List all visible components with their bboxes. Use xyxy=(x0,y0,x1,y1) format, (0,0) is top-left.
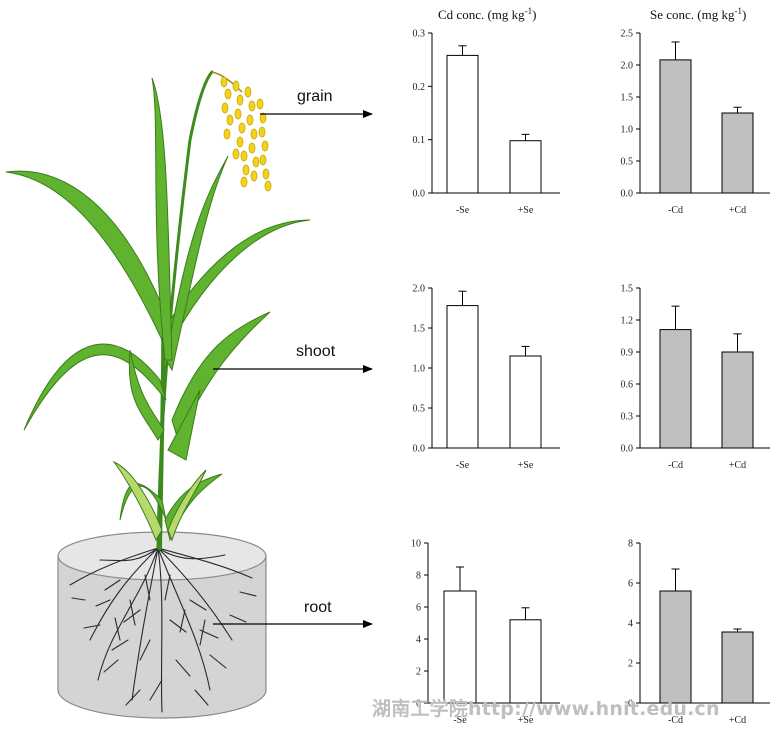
leaves xyxy=(5,77,311,542)
y-tick-label: 2.5 xyxy=(621,29,634,40)
category-label: -Cd xyxy=(668,205,683,216)
category-label: -Se xyxy=(456,460,470,471)
y-tick-label: 1.2 xyxy=(621,316,634,327)
y-tick-label: 0.0 xyxy=(413,189,426,200)
y-tick-label: 4 xyxy=(628,619,633,630)
label-shoot: shoot xyxy=(296,343,336,360)
category-label: -Cd xyxy=(668,460,683,471)
y-tick-label: 4 xyxy=(416,635,421,646)
root-se-chart: 0 2 4 6 8 -Cd +Cd xyxy=(628,539,770,726)
category-label: +Cd xyxy=(729,715,746,726)
category-label: +Cd xyxy=(729,460,746,471)
y-tick-label: 0.0 xyxy=(621,189,634,200)
bar xyxy=(659,590,692,704)
y-tick-label: 0.2 xyxy=(413,82,426,93)
category-label: -Se xyxy=(453,715,467,726)
y-tick-label: 2.0 xyxy=(413,284,426,295)
bar xyxy=(446,305,479,449)
organ-labels: grain shoot root xyxy=(213,88,373,628)
category-label: +Cd xyxy=(729,205,746,216)
root-cd-chart: 0 2 4 6 8 10 -Se +Se xyxy=(411,539,560,726)
y-tick-label: 8 xyxy=(416,571,421,582)
bar xyxy=(509,619,542,704)
y-tick-label: 0.6 xyxy=(621,380,634,391)
roots xyxy=(69,547,257,713)
y-tick-label: 0 xyxy=(628,699,633,710)
category-label: +Se xyxy=(518,715,534,726)
label-grain: grain xyxy=(297,88,333,105)
y-tick-label: 1.5 xyxy=(621,93,634,104)
y-tick-label: 0.0 xyxy=(413,444,426,455)
se-column-title: Se conc. (mg kg-1) xyxy=(650,6,746,22)
y-tick-label: 0.5 xyxy=(413,404,426,415)
y-tick-label: 6 xyxy=(416,603,421,614)
y-tick-label: 2 xyxy=(628,659,633,670)
y-tick-label: 2.0 xyxy=(621,61,634,72)
y-tick-label: 0.5 xyxy=(621,157,634,168)
category-label: +Se xyxy=(518,460,534,471)
bar xyxy=(721,631,754,704)
category-label: -Cd xyxy=(668,715,683,726)
grain-cd-chart: 0.0 0.1 0.2 0.3 -Se +Se xyxy=(413,29,560,216)
bar xyxy=(509,140,542,194)
category-label: +Se xyxy=(518,205,534,216)
y-tick-label: 2 xyxy=(416,667,421,678)
bar xyxy=(659,59,692,194)
y-tick-label: 10 xyxy=(411,539,421,550)
label-root: root xyxy=(304,599,332,616)
bar xyxy=(659,329,692,449)
y-tick-label: 0.0 xyxy=(621,444,634,455)
y-tick-label: 0 xyxy=(416,699,421,710)
y-tick-label: 0.9 xyxy=(621,348,634,359)
shoot-se-chart: 0.0 0.3 0.6 0.9 1.2 1.5 -Cd +Cd xyxy=(621,284,770,471)
y-tick-label: 0.1 xyxy=(413,135,426,146)
y-tick-label: 1.0 xyxy=(621,125,634,136)
watermark: 湖南工学院http://www.hnit.edu.cn xyxy=(372,698,720,720)
rice-plant-illustration xyxy=(5,70,311,719)
shoot-cd-chart: 0.0 0.5 1.0 1.5 2.0 -Se +Se xyxy=(413,284,560,471)
y-tick-label: 1.5 xyxy=(621,284,634,295)
y-tick-label: 0.3 xyxy=(413,29,426,40)
y-tick-label: 8 xyxy=(628,539,633,550)
bar xyxy=(446,54,479,194)
bar xyxy=(721,112,754,194)
bar xyxy=(721,351,754,449)
grain-panicle xyxy=(211,71,272,192)
grain-se-chart: 0.0 0.5 1.0 1.5 2.0 2.5 -Cd +Cd xyxy=(621,29,770,216)
y-tick-label: 1.0 xyxy=(413,364,426,375)
y-tick-label: 1.5 xyxy=(413,324,426,335)
bar xyxy=(509,355,542,449)
category-label: -Se xyxy=(456,205,470,216)
y-tick-label: 6 xyxy=(628,579,633,590)
cd-column-title: Cd conc. (mg kg-1) xyxy=(438,6,537,22)
y-tick-label: 0.3 xyxy=(621,412,634,423)
bar xyxy=(443,590,477,704)
